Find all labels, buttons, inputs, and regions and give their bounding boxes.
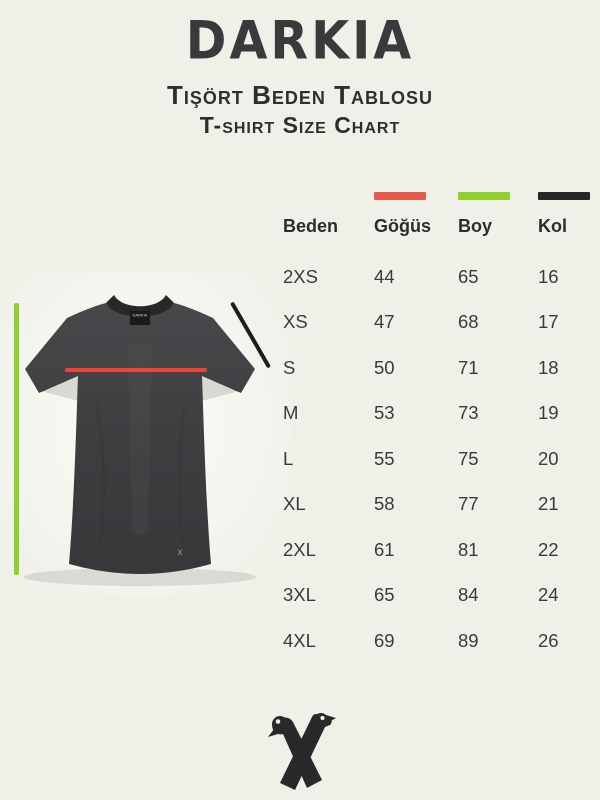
title-english: T-shirt Size Chart	[199, 112, 401, 138]
shirt-shadow	[24, 568, 256, 586]
length-cell: 75	[458, 447, 479, 469]
neck-label-text: DARKIA	[133, 313, 148, 318]
table-row: 2XS 44 65 16	[283, 254, 600, 300]
sleeve-cell: 24	[538, 584, 559, 606]
shirt-collar	[106, 295, 174, 317]
shirt-fold	[94, 402, 106, 546]
table-row: 4XL 69 89 26	[283, 618, 600, 664]
length-cell: 71	[458, 356, 479, 378]
size-cell: 3XL	[283, 584, 316, 606]
shirt-fold	[41, 376, 78, 401]
shirt-fold	[177, 407, 186, 544]
length-cell: 73	[458, 402, 479, 424]
neck-label	[130, 311, 150, 325]
chest-cell: 53	[374, 402, 395, 424]
title-turkish: Tişört Beden Tablosu	[167, 80, 433, 110]
table-row: L 55 75 20	[283, 436, 600, 482]
sleeve-cell: 16	[538, 265, 559, 287]
size-cell: 4XL	[283, 629, 316, 651]
length-cell: 68	[458, 311, 479, 333]
brand-x-logo	[268, 713, 336, 790]
chest-cell: 65	[374, 584, 395, 606]
table-row: S 50 71 18	[283, 345, 600, 391]
length-cell: 81	[458, 538, 479, 560]
size-cell: 2XL	[283, 538, 316, 560]
sleeve-cell: 20	[538, 447, 559, 469]
length-cell: 65	[458, 265, 479, 287]
length-color-swatch	[458, 192, 510, 200]
sleeve-cell: 18	[538, 356, 559, 378]
chest-cell: 69	[374, 629, 395, 651]
shirt-fold	[202, 376, 239, 401]
brand-logo: DARKIA	[185, 10, 415, 72]
x-beak-left	[268, 729, 278, 737]
size-cell: S	[283, 356, 296, 378]
column-header-length: Boy	[458, 215, 493, 236]
chest-cell: 44	[374, 265, 395, 287]
table-header-row: Beden Göğüs Boy Kol	[283, 213, 600, 239]
sleeve-color-swatch	[538, 192, 590, 200]
sleeve-cell: 19	[538, 402, 559, 424]
x-beak-right	[326, 715, 336, 723]
length-cell: 84	[458, 584, 479, 606]
sleeve-cell: 17	[538, 311, 559, 333]
chest-cell: 55	[374, 447, 395, 469]
size-chart-table: Beden Göğüs Boy Kol 2XS 44 65 16 XS 47 6…	[283, 192, 600, 664]
size-cell: L	[283, 447, 294, 469]
table-row: 2XL 61 81 22	[283, 527, 600, 573]
sleeve-cell: 22	[538, 538, 559, 560]
size-cell: M	[283, 402, 299, 424]
chest-cell: 50	[374, 356, 395, 378]
chest-cell: 61	[374, 538, 395, 560]
tshirt-image: DARKIA x	[24, 295, 256, 586]
table-row: XL 58 77 21	[283, 482, 600, 528]
chest-cell: 58	[374, 493, 395, 515]
legend-swatch-row	[283, 192, 600, 200]
column-header-size: Beden	[283, 215, 339, 236]
x-stroke	[280, 714, 332, 790]
sleeve-cell: 21	[538, 493, 559, 515]
table-row: XS 47 68 17	[283, 300, 600, 346]
x-eye-right	[320, 715, 325, 721]
chest-color-swatch	[374, 192, 426, 200]
tshirt-photo: DARKIA x	[0, 272, 290, 597]
length-measure-line	[14, 303, 19, 575]
chest-cell: 47	[374, 311, 395, 333]
column-header-chest: Göğüs	[374, 215, 431, 236]
size-cell: XL	[283, 493, 306, 515]
x-head-left	[272, 716, 288, 732]
length-cell: 77	[458, 493, 479, 515]
size-cell: 2XS	[283, 265, 318, 287]
hem-logo: x	[178, 547, 183, 558]
x-head-right	[314, 713, 328, 727]
length-cell: 89	[458, 629, 479, 651]
size-cell: XS	[283, 311, 308, 333]
table-row: M 53 73 19	[283, 391, 600, 437]
table-row: 3XL 65 84 24	[283, 573, 600, 619]
sleeve-cell: 26	[538, 629, 559, 651]
column-header-sleeve: Kol	[538, 215, 567, 236]
chest-measure-line	[65, 368, 207, 372]
x-eye-left	[275, 719, 281, 724]
